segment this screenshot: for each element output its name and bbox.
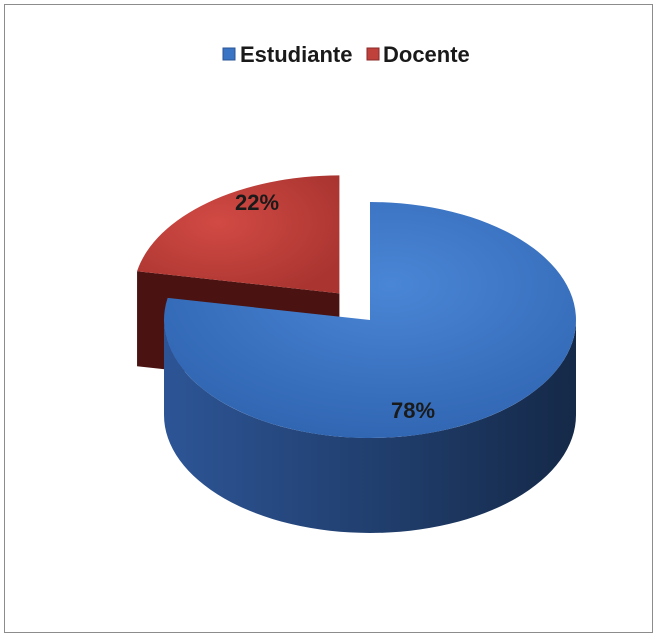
legend-swatch-estudiante [222,47,236,61]
slice-estudiante [163,202,576,533]
data-label-estudiante: 78% [391,398,435,423]
pie-slices [137,175,576,533]
legend-label-docente: Docente [383,42,470,67]
legend: Estudiante Docente [222,42,470,67]
slice-top-estudiante [163,202,576,438]
legend-label-estudiante: Estudiante [240,42,352,67]
slice-side-estudiante [164,320,576,533]
slice-top-docente [137,175,340,294]
legend-item-estudiante: Estudiante [222,42,352,67]
data-label-docente: 22% [235,190,279,215]
legend-item-docente: Docente [366,42,470,67]
legend-swatch-docente [366,47,380,61]
pie-data-labels: 78% 22% [235,190,435,423]
